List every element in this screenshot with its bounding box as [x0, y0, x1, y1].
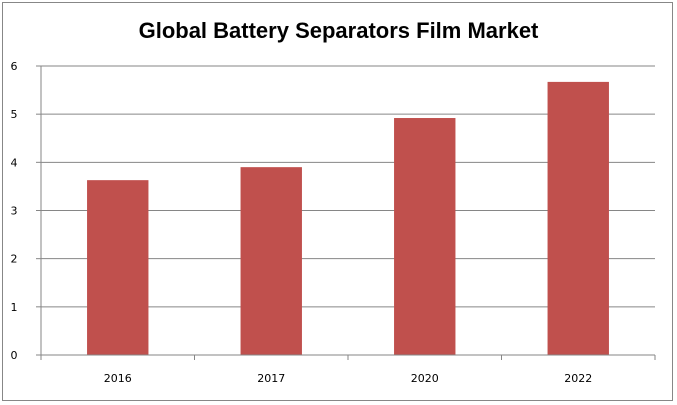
- x-tick-label: 2016: [104, 372, 132, 385]
- y-tick-labels: 0 1 2 3 4 5 6: [11, 60, 18, 362]
- bar-2016: [87, 180, 149, 355]
- bar-2017: [240, 167, 302, 355]
- x-tick-label: 2020: [411, 372, 439, 385]
- x-tick-label: 2022: [564, 372, 592, 385]
- y-tick-label: 2: [11, 253, 18, 266]
- y-tick-label: 4: [11, 156, 18, 169]
- bar-2022: [547, 81, 609, 356]
- chart-title: Global Battery Separators Film Market: [138, 18, 539, 43]
- bars: [87, 81, 609, 356]
- axes: [36, 65, 656, 360]
- y-tick-label: 3: [11, 205, 18, 218]
- y-tick-label: 0: [11, 349, 18, 362]
- x-tick-labels: 2016 2017 2020 2022: [104, 372, 593, 385]
- y-tick-label: 1: [11, 301, 18, 314]
- x-tick-label: 2017: [257, 372, 285, 385]
- y-tick-label: 5: [11, 108, 18, 121]
- bar-2020: [394, 118, 456, 356]
- y-tick-label: 6: [11, 60, 18, 73]
